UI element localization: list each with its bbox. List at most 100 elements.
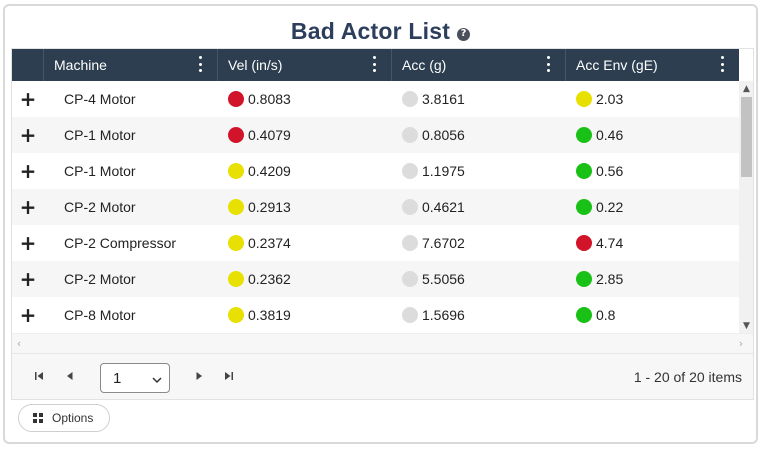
machine-cell: CP-1 Motor: [64, 127, 136, 143]
column-menu-icon[interactable]: [373, 56, 377, 72]
status-dot-icon: [228, 199, 244, 215]
expand-row-icon[interactable]: +: [19, 123, 37, 147]
status-dot-icon: [576, 163, 592, 179]
options-button[interactable]: Options: [18, 404, 110, 432]
status-dot-icon: [228, 271, 244, 287]
column-menu-icon[interactable]: [199, 56, 203, 72]
acc-value: 3.8161: [422, 91, 465, 107]
table-row[interactable]: + CP-1 Motor 0.4209 1.1975 0.56: [12, 153, 739, 189]
env-cell: 2.03: [566, 81, 739, 117]
vel-value: 0.4209: [248, 163, 291, 179]
expand-row-icon[interactable]: +: [19, 303, 37, 327]
scroll-left-icon[interactable]: ‹: [16, 336, 22, 350]
expand-row-icon[interactable]: +: [19, 87, 37, 111]
header-label: Acc Env (gE): [576, 57, 658, 73]
bad-actor-panel: Bad Actor List ? Machine Vel (in/s) Acc …: [3, 4, 758, 444]
vel-value: 0.2374: [248, 235, 291, 251]
page-title: Bad Actor List: [290, 17, 451, 44]
env-cell: 0.22: [566, 189, 739, 225]
acc-cell: 1.1975: [392, 153, 566, 189]
table-row[interactable]: + CP-8 Motor 0.3819 1.5696 0.8: [12, 297, 739, 333]
header-label: Machine: [54, 57, 107, 73]
status-dot-icon: [402, 91, 418, 107]
status-dot-icon: [228, 163, 244, 179]
first-page-icon[interactable]: [32, 369, 46, 383]
data-grid: Machine Vel (in/s) Acc (g) Acc Env (gE) …: [11, 48, 754, 400]
acc-value: 1.1975: [422, 163, 465, 179]
status-dot-icon: [402, 163, 418, 179]
vel-cell: 0.4079: [218, 117, 392, 153]
status-dot-icon: [402, 307, 418, 323]
machine-cell: CP-2 Motor: [64, 199, 136, 215]
scroll-up-icon[interactable]: ▲: [743, 83, 750, 94]
vel-cell: 0.3819: [218, 297, 392, 333]
status-dot-icon: [576, 91, 592, 107]
status-dot-icon: [576, 235, 592, 251]
page-number-value: 1: [113, 369, 122, 387]
pager: 1 1 - 20 of 20 items: [12, 353, 753, 399]
header-expand-column: [12, 49, 44, 81]
expand-row-icon[interactable]: +: [19, 195, 37, 219]
header-vel[interactable]: Vel (in/s): [218, 49, 392, 81]
header-machine[interactable]: Machine: [44, 49, 218, 81]
horizontal-scrollbar[interactable]: ‹ ›: [12, 333, 753, 353]
expand-row-icon[interactable]: +: [19, 159, 37, 183]
acc-cell: 1.5696: [392, 297, 566, 333]
vertical-scrollbar[interactable]: ▲ ▼: [739, 81, 753, 333]
expand-row-icon[interactable]: +: [19, 231, 37, 255]
acc-cell: 0.8056: [392, 117, 566, 153]
status-dot-icon: [402, 199, 418, 215]
acc-cell: 0.4621: [392, 189, 566, 225]
column-menu-icon[interactable]: [547, 56, 551, 72]
env-value: 4.74: [596, 235, 624, 251]
question-circle-icon[interactable]: ?: [457, 27, 471, 41]
acc-value: 0.8056: [422, 127, 465, 143]
table-row[interactable]: + CP-4 Motor 0.8083 3.8161 2.03: [12, 81, 739, 117]
vel-value: 0.2362: [248, 271, 291, 287]
previous-page-icon[interactable]: [63, 369, 77, 383]
page-number-select[interactable]: 1: [100, 363, 170, 393]
header-acc-env[interactable]: Acc Env (gE): [566, 49, 739, 81]
env-value: 0.56: [596, 163, 624, 179]
env-cell: 0.56: [566, 153, 739, 189]
status-dot-icon: [576, 127, 592, 143]
env-value: 0.8: [596, 307, 616, 323]
scrollbar-thumb[interactable]: [741, 97, 752, 177]
grid-body: + CP-4 Motor 0.8083 3.8161 2.03 + CP-1 M…: [12, 81, 739, 333]
status-dot-icon: [576, 307, 592, 323]
env-cell: 0.46: [566, 117, 739, 153]
status-dot-icon: [228, 235, 244, 251]
machine-cell: CP-2 Compressor: [64, 235, 177, 251]
options-label: Options: [52, 411, 94, 425]
vel-cell: 0.4209: [218, 153, 392, 189]
column-menu-icon[interactable]: [721, 56, 725, 72]
acc-value: 5.5056: [422, 271, 465, 287]
status-dot-icon: [402, 127, 418, 143]
vel-value: 0.2913: [248, 199, 291, 215]
vel-cell: 0.8083: [218, 81, 392, 117]
vel-value: 0.4079: [248, 127, 291, 143]
table-row[interactable]: + CP-2 Motor 0.2362 5.5056 2.85: [12, 261, 739, 297]
table-row[interactable]: + CP-1 Motor 0.4079 0.8056 0.46: [12, 117, 739, 153]
vel-cell: 0.2362: [218, 261, 392, 297]
machine-cell: CP-4 Motor: [64, 91, 136, 107]
last-page-icon[interactable]: [222, 369, 236, 383]
status-dot-icon: [228, 307, 244, 323]
env-value: 0.22: [596, 199, 624, 215]
env-value: 2.85: [596, 271, 624, 287]
status-dot-icon: [576, 271, 592, 287]
env-value: 0.46: [596, 127, 624, 143]
header-acc[interactable]: Acc (g): [392, 49, 566, 81]
env-cell: 0.8: [566, 297, 739, 333]
next-page-icon[interactable]: [192, 369, 206, 383]
machine-cell: CP-1 Motor: [64, 163, 136, 179]
table-row[interactable]: + CP-2 Compressor 0.2374 7.6702 4.74: [12, 225, 739, 261]
env-cell: 4.74: [566, 225, 739, 261]
acc-cell: 7.6702: [392, 225, 566, 261]
scroll-right-icon[interactable]: ›: [738, 336, 744, 350]
expand-row-icon[interactable]: +: [19, 267, 37, 291]
status-dot-icon: [228, 91, 244, 107]
scroll-down-icon[interactable]: ▼: [743, 320, 750, 331]
pager-info: 1 - 20 of 20 items: [633, 369, 742, 385]
table-row[interactable]: + CP-2 Motor 0.2913 0.4621 0.22: [12, 189, 739, 225]
